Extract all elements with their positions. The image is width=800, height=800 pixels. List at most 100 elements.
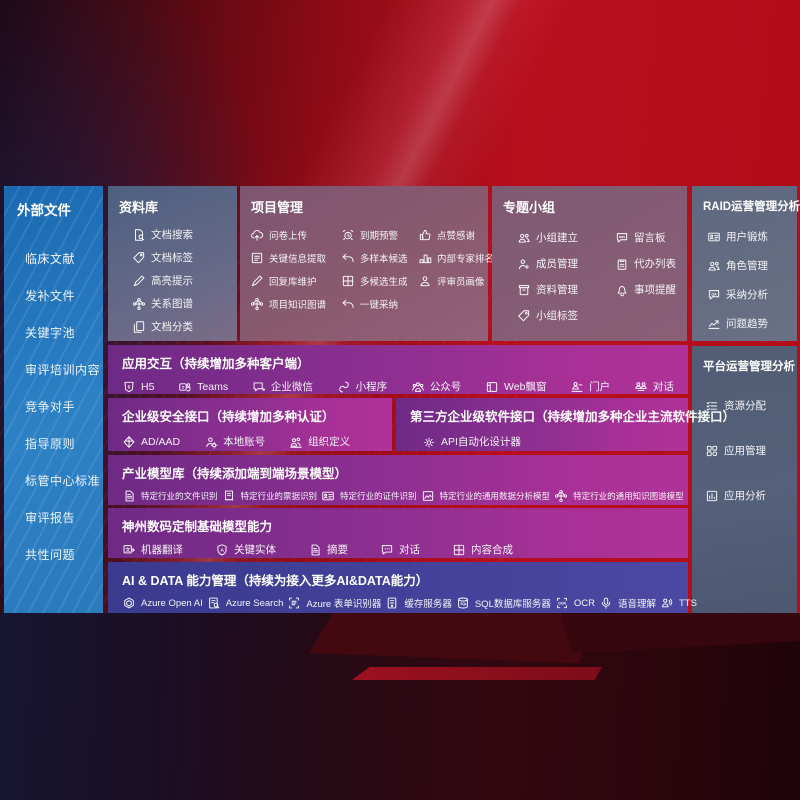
feature-item[interactable]: Web飘窗 (485, 379, 546, 394)
feature-item[interactable]: 特定行业的通用知识图谱模型 (554, 489, 684, 503)
feature-item[interactable]: 资料管理 (517, 282, 615, 297)
sidebar-item[interactable]: 指导原则 (25, 437, 76, 451)
feature-item[interactable]: 代办列表 (615, 256, 687, 271)
web-window-icon (486, 381, 498, 392)
feature-item[interactable]: 内容合成 (452, 542, 513, 557)
feature-item[interactable]: TTS (660, 596, 697, 610)
bbs-icon: BBS (616, 232, 628, 243)
feature-item[interactable]: 特定行业的文件识别 (122, 489, 218, 503)
library-items: 文档搜索文档标签高亮提示关系图谱文档分类 (132, 227, 237, 334)
platform-analysis-title: 平台运营管理分析 (703, 361, 795, 373)
raid-analysis-items: 用户锻炼角色管理 QA 采纳分析 问题趋势 (707, 229, 797, 331)
feature-item[interactable]: 5 H5 (122, 380, 154, 394)
feature-item[interactable]: 关系图谱 (132, 296, 237, 311)
sidebar-item[interactable]: 共性问题 (25, 548, 76, 562)
feature-item[interactable]: 门户 (570, 379, 610, 394)
feature-item[interactable]: 高亮提示 (132, 273, 237, 288)
feature-item[interactable]: 内部专家排名 (418, 251, 494, 265)
feature-label: Web飘窗 (504, 381, 547, 393)
feature-item[interactable]: 点赞感谢 (418, 228, 494, 242)
library-title: 资料库 (119, 200, 159, 215)
feature-item[interactable]: 文档分类 (132, 319, 237, 334)
feature-item[interactable]: 多候选生成 (341, 274, 415, 288)
library-panel: 资料库 文档搜索文档标签高亮提示关系图谱文档分类 (108, 186, 237, 341)
tag-icon (133, 251, 145, 263)
feature-item[interactable]: 小组标签 (517, 308, 615, 323)
feature-item[interactable]: 文档搜索 (132, 227, 237, 242)
feature-item[interactable]: 小组建立 (517, 230, 615, 245)
feature-item[interactable]: 对话 (634, 379, 674, 394)
feature-item[interactable]: 摘要 (308, 542, 348, 557)
feature-item[interactable]: 回复库维护 (250, 274, 338, 288)
todo-icon (617, 258, 627, 270)
sidebar-item[interactable]: 发补文件 (25, 289, 76, 303)
ad-shield-icon (123, 435, 135, 448)
feature-item[interactable]: 本地账号 (204, 434, 265, 449)
feature-item[interactable]: QA 采纳分析 (707, 287, 797, 302)
feature-label: 特定行业的通用数据分析模型 (439, 491, 551, 501)
feature-item[interactable]: 资源分配 (705, 398, 797, 413)
feature-item[interactable]: Azure Open AI (122, 596, 203, 610)
feature-item[interactable]: 特定行业的通用数据分析模型 (421, 489, 551, 503)
feature-item[interactable]: 特定行业的证件识别 (321, 489, 417, 503)
feature-item[interactable]: 对话 (380, 542, 420, 557)
feature-item[interactable]: 特定行业的票据识别 (222, 489, 318, 503)
feature-item[interactable]: 评审员画像 (418, 274, 494, 288)
feature-item[interactable]: 公众号 (411, 379, 461, 394)
org-icon (290, 437, 302, 448)
svg-text:QA: QA (711, 292, 717, 296)
feature-item[interactable]: 组织定义 (289, 434, 350, 449)
feature-item[interactable]: 企业微信 (252, 379, 313, 394)
feature-item[interactable]: 问卷上传 (250, 228, 338, 242)
feature-item[interactable]: T Teams (178, 380, 228, 394)
app-grid-icon (706, 445, 718, 456)
feature-item[interactable]: 事项提醒 (615, 282, 687, 297)
feature-item[interactable]: 小程序 (337, 379, 387, 394)
sidebar-item[interactable]: 关键字池 (25, 326, 76, 340)
sidebar-item[interactable]: 竞争对手 (25, 400, 76, 414)
feature-item[interactable]: 关键信息提取 (250, 251, 338, 265)
sidebar-item[interactable]: 临床文献 (25, 252, 76, 266)
feature-label: 对话 (399, 544, 420, 556)
feature-item[interactable]: 缓存服务器 (385, 596, 452, 610)
highlight-pen-icon (251, 275, 263, 287)
feature-item[interactable]: 多样本候选 (341, 251, 415, 265)
feature-label: 企业微信 (270, 381, 313, 393)
feature-item[interactable]: 文档标签 (132, 250, 237, 265)
feature-label: H5 (141, 380, 155, 393)
feature-item[interactable]: Azure Search (207, 596, 283, 610)
feature-item[interactable]: 应用管理 (705, 443, 797, 458)
feature-item[interactable]: 应用分析 (705, 488, 797, 503)
feature-item[interactable]: 项目知识图谱 (250, 297, 338, 311)
feature-item[interactable]: 文 机器翻译 (122, 542, 183, 557)
topic-group-items: 小组建立 BBS 留言板 成员管理 代办列表 资料管理 事项提醒小组标签 (517, 230, 687, 323)
feature-label: SQL数据库服务器 (474, 599, 551, 610)
feature-item[interactable]: 一键采纳 (341, 297, 415, 311)
project-management-panel: 项目管理 问卷上传 到期预警 点赞感谢 关键信息提取 多样本候选 内部专家排名 回复库维护 多… (240, 186, 494, 341)
feature-item[interactable]: 角色管理 (707, 258, 797, 273)
feature-item[interactable]: 问题趋势 (707, 316, 797, 331)
feature-item[interactable]: SQL SQL数据库服务器 (456, 596, 551, 610)
feature-item[interactable]: OCR OCR (555, 596, 595, 610)
feature-item[interactable]: 到期预警 (341, 228, 415, 242)
feature-label: 小组标签 (536, 310, 578, 322)
sidebar-item[interactable]: 审评培训内容 (25, 363, 101, 377)
feature-label: 文档分类 (151, 321, 193, 333)
feature-label: 特定行业的票据识别 (240, 491, 318, 501)
feature-item[interactable]: 语音理解 (599, 596, 656, 610)
feature-item[interactable]: AD/AAD (122, 435, 180, 449)
feature-label: AD/AAD (141, 435, 181, 448)
feature-item[interactable]: 用户锻炼 (707, 229, 797, 244)
feature-item[interactable]: 成员管理 (517, 256, 615, 271)
feature-label: TTS (679, 597, 697, 609)
feature-label: 资源分配 (724, 400, 766, 412)
sidebar-item[interactable]: 标管中心标准 (25, 474, 101, 488)
sidebar-item[interactable]: 审评报告 (25, 511, 76, 525)
feature-item[interactable]: Azure 表单识别器 (287, 596, 381, 610)
form-recognizer-icon (289, 597, 300, 609)
local-account-icon (206, 436, 218, 449)
feature-item[interactable]: BBS 留言板 (615, 230, 687, 245)
feature-item[interactable]: A 关键实体 (215, 542, 276, 557)
ai-data-title: AI & DATA 能力管理（持续为接入更多AI&DATA能力） (122, 574, 429, 588)
feature-item[interactable]: API自动化设计器 (422, 434, 521, 449)
